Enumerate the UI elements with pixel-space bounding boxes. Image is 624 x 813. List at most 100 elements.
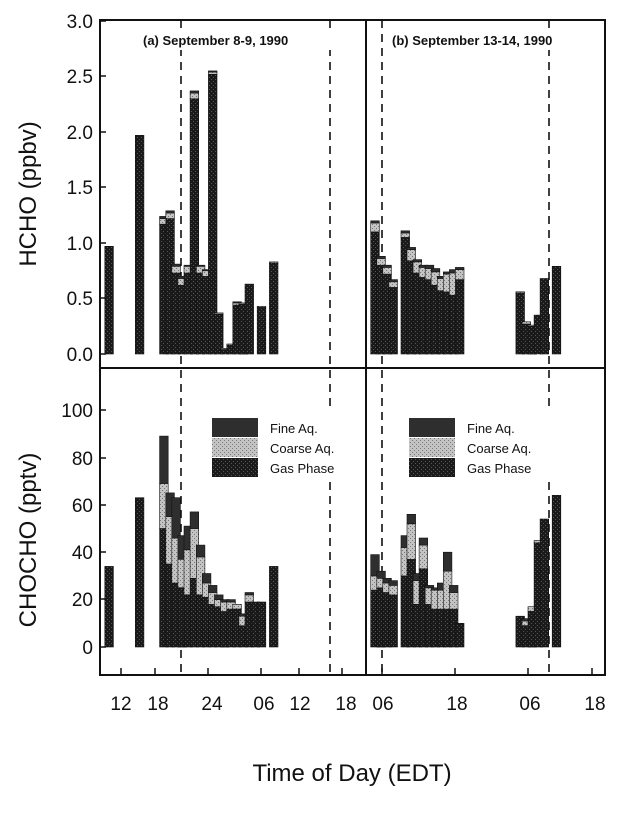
bar-chocho-b-3-fine [388, 580, 398, 586]
y-tick-hcho-2: 1.0 [67, 234, 93, 255]
x-tick-a-5: 18 [335, 694, 356, 715]
bar-hcho-a-17-gas [256, 307, 267, 355]
legend-swatch-coarse [212, 438, 258, 457]
bar-chocho-b-8-fine [424, 585, 435, 589]
bar-hcho-a-11-gas [214, 313, 224, 355]
y-tick-hcho-3: 1.5 [67, 178, 93, 199]
bar-hcho-a-3-coarse [165, 212, 175, 219]
legend-swatch-gas-b [409, 458, 455, 477]
bar-hcho-b-5-fine [406, 247, 416, 250]
bar-hcho-b-1-fine [376, 255, 386, 259]
x-tick-a-3: 06 [253, 694, 274, 715]
y-tick-hcho-0: 0.0 [67, 345, 93, 366]
bar-chocho-a-9-fine [202, 573, 212, 584]
bar-chocho-b-5-coarse [406, 523, 416, 560]
bar-hcho-a-8-fine [196, 264, 206, 267]
annotation-a: (a) September 8-9, 1990 [143, 33, 288, 48]
bar-hcho-b-2-fine [382, 264, 392, 268]
bar-hcho-a-10-fine [208, 70, 218, 73]
y-ticks-chocho: 0 20 40 60 80 100 [61, 401, 106, 659]
x-tick-a-4: 12 [289, 694, 310, 715]
bar-chocho-b-1-fine [376, 570, 386, 579]
bar-chocho-b-5-fine [406, 513, 416, 525]
annotation-b-bg [388, 30, 600, 50]
bar-hcho-b-18-gas [539, 278, 549, 355]
legend-label-coarse-b: Coarse Aq. [467, 441, 531, 456]
bar-chocho-b-3-coarse [388, 585, 398, 596]
bar-hcho-a-4-coarse [171, 265, 181, 274]
x-tick-b-2: 06 [519, 694, 540, 715]
bar-hcho-a-17-coarse [256, 305, 267, 308]
bar-hcho-b-15-coarse [521, 321, 531, 325]
bar-chocho-a-0-gas [104, 566, 114, 648]
y-tick-chocho-0: 0 [82, 638, 93, 659]
y-axis-label-hcho: HCHO (ppbv) [15, 121, 42, 266]
bar-chocho-a-18-gas [256, 601, 267, 648]
legend-label-fine: Fine Aq. [270, 421, 318, 436]
bar-chocho-b-7-fine [418, 537, 429, 546]
legend-label-gas: Gas Phase [270, 461, 334, 476]
x-ticks: 12 18 24 06 12 18 06 18 06 18 [110, 668, 606, 715]
bar-hcho-b-4-coarse [400, 232, 410, 238]
bar-hcho-b-13-gas [455, 279, 465, 355]
bar-hcho-a-10-coarse [208, 71, 218, 75]
bar-hcho-b-4-fine [400, 230, 410, 234]
bar-chocho-a-10-fine [208, 585, 218, 593]
legend-swatch-gas [212, 458, 258, 477]
bar-hcho-b-2-coarse [382, 267, 392, 275]
y-tick-chocho-3: 60 [72, 496, 93, 517]
bar-hcho-b-3-gas [388, 287, 398, 355]
y-tick-hcho-5: 2.5 [67, 67, 93, 88]
x-tick-b-3: 18 [584, 694, 605, 715]
bar-chocho-a-16-coarse [244, 594, 254, 603]
bar-hcho-a-0-gas [104, 246, 114, 355]
bar-hcho-b-13-coarse [455, 269, 465, 280]
bar-hcho-a-7-fine [189, 90, 200, 94]
bar-chocho-b-0-fine [370, 554, 380, 577]
bar-hcho-a-18-gas [269, 262, 279, 355]
bar-chocho-b-11-fine [442, 551, 453, 572]
y-tick-chocho-1: 20 [72, 590, 93, 611]
bar-hcho-b-13-fine [455, 267, 465, 270]
legend-swatch-coarse-b [409, 438, 455, 457]
y-tick-chocho-5: 100 [61, 401, 93, 422]
bar-hcho-b-3-coarse [388, 281, 398, 288]
bar-hcho-b-6-fine [412, 259, 423, 263]
bar-chocho-a-7-fine [189, 511, 200, 529]
annotation-a-bg [136, 30, 354, 50]
bar-hcho-a-3-fine [165, 210, 175, 214]
bar-chocho-a-8-fine [196, 544, 206, 558]
legend-label-coarse: Coarse Aq. [270, 441, 334, 456]
bar-hcho-b-9-fine [430, 268, 441, 273]
x-tick-b-1: 18 [446, 694, 467, 715]
bar-chocho-a-13-fine [226, 599, 236, 603]
bar-chocho-a-16-fine [244, 592, 254, 596]
legend-right: Fine Aq. Coarse Aq. Gas Phase [404, 412, 554, 480]
x-axis-label: Time of Day (EDT) [252, 760, 451, 787]
legend-swatch-fine [212, 418, 258, 437]
legend-label-gas-b: Gas Phase [467, 461, 531, 476]
x-tick-a-2: 24 [201, 694, 223, 715]
y-tick-hcho-6: 3.0 [67, 12, 93, 33]
x-tick-b-0: 06 [372, 694, 393, 715]
bar-hcho-b-14-coarse [515, 291, 525, 294]
bar-hcho-b-5-coarse [406, 249, 416, 262]
y-axis-label-chocho: CHOCHO (pptv) [15, 453, 42, 628]
bar-hcho-a-7-coarse [189, 92, 200, 100]
bar-hcho-a-4-fine [171, 263, 181, 267]
bar-hcho-b-3-fine [388, 279, 398, 283]
legend-left: Fine Aq. Coarse Aq. Gas Phase [206, 412, 359, 480]
bar-chocho-b-19-gas [551, 494, 562, 648]
bar-chocho-b-18-gas [539, 518, 549, 648]
bar-hcho-a-14-fine [232, 301, 242, 304]
bars-layer [104, 70, 562, 648]
y-tick-hcho-1: 0.5 [67, 289, 93, 310]
bar-chocho-a-14-coarse [232, 603, 242, 610]
bar-chocho-b-3-gas [388, 594, 398, 648]
bar-hcho-b-1-coarse [376, 258, 386, 266]
bar-chocho-b-13-gas [455, 622, 465, 648]
bar-hcho-a-1-gas [135, 135, 145, 355]
bar-chocho-a-11-fine [214, 594, 224, 600]
legend-label-fine-b: Fine Aq. [467, 421, 515, 436]
